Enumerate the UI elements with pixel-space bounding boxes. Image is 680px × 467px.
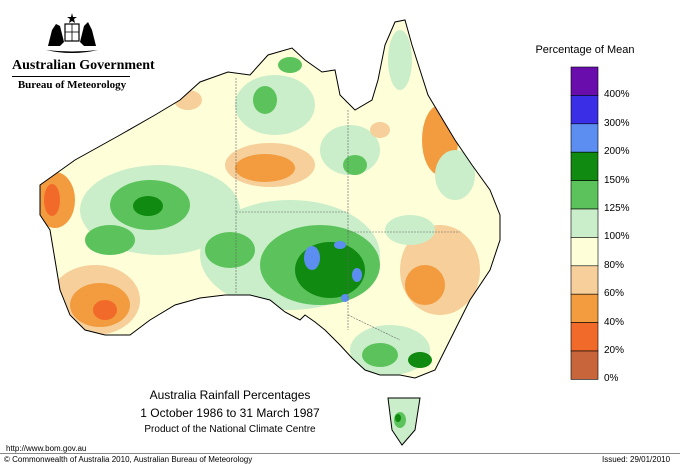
map-product: Product of the National Climate Centre (144, 424, 316, 435)
legend-swatch (570, 180, 599, 210)
legend-swatch (570, 208, 599, 238)
legend-label: 60% (604, 288, 625, 300)
legend-label: 200% (604, 146, 630, 158)
footer-divider (0, 453, 680, 454)
legend-label: 20% (604, 345, 625, 356)
australia-mainland (39, 19, 501, 379)
legend-label: 80% (604, 259, 625, 271)
legend-label: 0% (604, 373, 619, 385)
legend-swatch (570, 66, 599, 96)
map-period: 1 October 1986 to 31 March 1987 (140, 406, 320, 420)
legend-swatch (570, 293, 599, 323)
legend-swatch (570, 237, 599, 267)
legend-swatch (570, 265, 599, 295)
legend-swatch (570, 322, 599, 352)
legend-swatch (570, 95, 599, 125)
map-title: Australia Rainfall Percentages (149, 388, 311, 402)
legend-swatch (570, 123, 599, 153)
legend-label: 300% (604, 117, 630, 129)
government-title: Australian Government (12, 58, 155, 73)
issued-date: Issued: 29/01/2010 (602, 455, 671, 464)
tasmania (387, 397, 421, 446)
legend-title: Percentage of Mean (535, 44, 635, 56)
legend-label: 150% (604, 174, 630, 186)
copyright-text: © Commonwealth of Australia 2010, Austra… (4, 455, 253, 464)
legend-label: 100% (604, 231, 630, 243)
legend-label: 40% (604, 316, 625, 328)
legend-swatch (570, 151, 599, 181)
header-divider (12, 76, 130, 77)
legend-label: 125% (604, 203, 630, 214)
legend-swatch (570, 350, 599, 380)
legend-label: 400% (604, 89, 630, 101)
coat-of-arms-logo (46, 13, 98, 53)
website-link[interactable]: http://www.bom.gov.au (6, 444, 87, 453)
legend-color-bar (570, 66, 599, 380)
bureau-title: Bureau of Meteorology (17, 79, 127, 91)
state-borders (235, 78, 460, 341)
